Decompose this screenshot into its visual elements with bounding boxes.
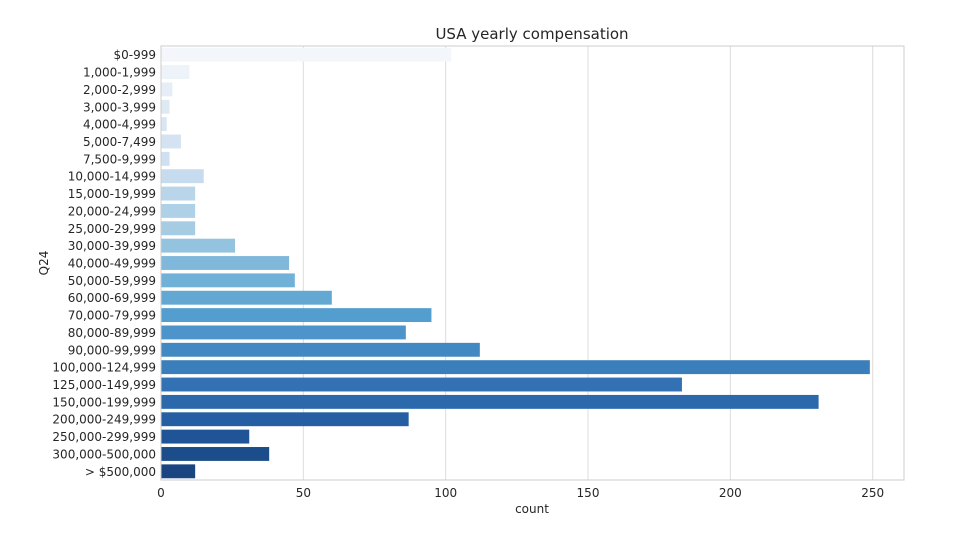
y-tick-label: 60,000-69,999 — [68, 291, 156, 305]
bar — [161, 256, 290, 270]
bar — [161, 99, 170, 114]
y-tick-label: > $500,000 — [85, 465, 156, 479]
y-tick-label: 30,000-39,999 — [68, 239, 156, 253]
bar — [161, 394, 819, 409]
y-tick-label: 4,000-4,999 — [83, 118, 156, 132]
bar — [161, 377, 682, 392]
y-tick-label: 125,000-149,999 — [52, 378, 156, 392]
y-tick-label: 150,000-199,999 — [52, 395, 156, 409]
plot-frame — [160, 45, 905, 481]
bar — [161, 134, 181, 149]
bar — [161, 238, 236, 253]
y-tick-label: 300,000-500,000 — [52, 447, 156, 461]
y-tick-label: 80,000-89,999 — [68, 326, 156, 340]
bar — [161, 342, 480, 357]
chart-title: USA yearly compensation — [435, 25, 628, 43]
y-tick-label: 7,500-9,999 — [83, 152, 156, 166]
bar — [161, 360, 870, 375]
bars-group — [161, 47, 870, 479]
y-tick-label: 5,000-7,499 — [83, 135, 156, 149]
x-axis-label: count — [515, 502, 549, 516]
y-tick-label: 90,000-99,999 — [68, 343, 156, 357]
bar — [161, 325, 406, 340]
y-tick-label: 100,000-124,999 — [52, 361, 156, 375]
bar — [161, 47, 452, 62]
bar — [161, 429, 250, 444]
y-tick-label: 250,000-299,999 — [52, 430, 156, 444]
x-tick-label: 100 — [434, 486, 457, 500]
bar — [161, 221, 196, 236]
y-tick-label: 3,000-3,999 — [83, 100, 156, 114]
y-tick-label: 2,000-2,999 — [83, 83, 156, 97]
bar — [161, 186, 196, 201]
y-tick-labels: $0-999 1,000-1,999 2,000-2,999 3,000-3,999 4… — [52, 48, 156, 479]
bar — [161, 82, 173, 97]
y-tick-label: 15,000-19,999 — [68, 187, 156, 201]
y-tick-label: 1,000-1,999 — [83, 66, 156, 80]
bar — [161, 169, 204, 184]
bar — [161, 412, 409, 427]
y-tick-label: 25,000-29,999 — [68, 222, 156, 236]
y-tick-label: 10,000-14,999 — [68, 170, 156, 184]
y-tick-label: 200,000-249,999 — [52, 413, 156, 427]
x-tick-label: 250 — [861, 486, 884, 500]
y-tick-label: $0-999 — [113, 48, 156, 62]
bar — [161, 65, 190, 79]
bar — [161, 203, 196, 218]
bar — [161, 290, 332, 305]
y-tick-label: 50,000-59,999 — [68, 274, 156, 288]
x-tick-labels: 0 50 100 150 200 250 — [157, 486, 884, 500]
x-tick-label: 50 — [296, 486, 311, 500]
x-tick-label: 200 — [719, 486, 742, 500]
bar — [161, 117, 167, 132]
x-tick-label: 150 — [577, 486, 600, 500]
bar — [161, 464, 196, 479]
bar — [161, 273, 295, 288]
bar — [161, 151, 170, 166]
x-tick-label: 0 — [157, 486, 165, 500]
y-axis-label: Q24 — [37, 251, 51, 276]
bar — [161, 308, 432, 323]
y-tick-label: 20,000-24,999 — [68, 204, 156, 218]
bar — [161, 447, 270, 461]
y-tick-label: 40,000-49,999 — [68, 257, 156, 271]
y-tick-label: 70,000-79,999 — [68, 309, 156, 323]
